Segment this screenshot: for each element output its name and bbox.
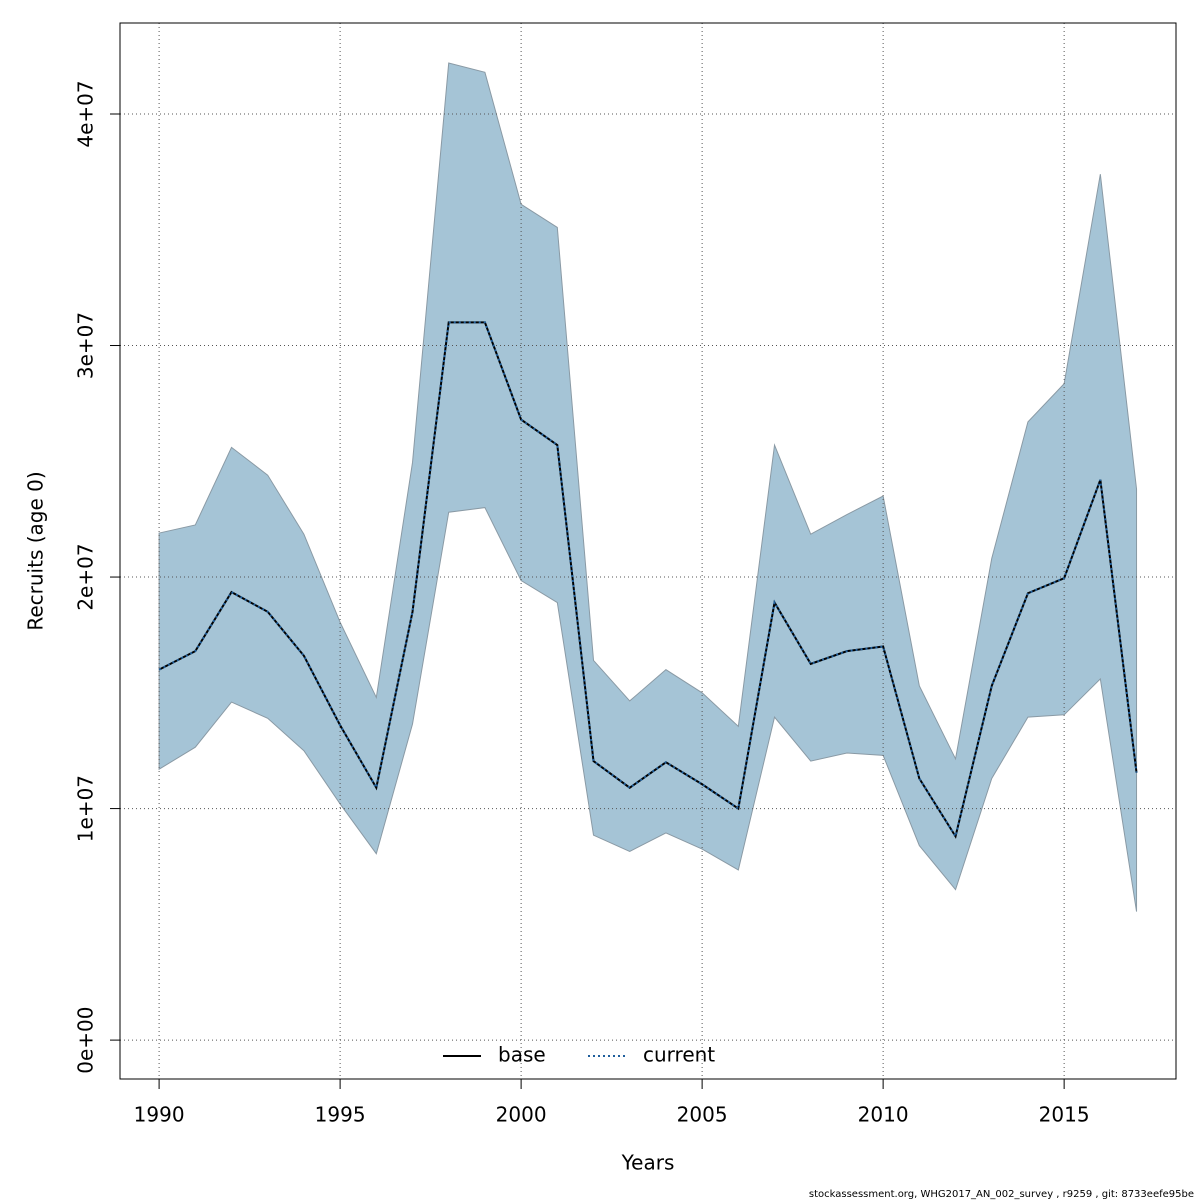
x-tick-label: 1990 xyxy=(134,1103,185,1127)
confidence-band xyxy=(158,62,1138,912)
x-tick-label: 1995 xyxy=(315,1103,366,1127)
legend-label: base xyxy=(498,1043,546,1067)
y-tick-label: 4e+07 xyxy=(74,80,98,147)
x-tick-label: 2015 xyxy=(1039,1103,1090,1127)
x-axis-label: Years xyxy=(621,1151,675,1175)
y-tick-label: 2e+07 xyxy=(74,543,98,610)
x-tick-label: 2000 xyxy=(496,1103,547,1127)
x-tick-label: 2010 xyxy=(858,1103,909,1127)
x-tick-label: 2005 xyxy=(677,1103,728,1127)
y-tick-label: 0e+00 xyxy=(74,1006,98,1073)
y-tick-label: 1e+07 xyxy=(74,775,98,842)
y-axis-label: Recruits (age 0) xyxy=(24,471,48,630)
footer: stockassessment.org, WHG2017_AN_002_surv… xyxy=(809,1189,1194,1200)
plot-frame xyxy=(119,22,1177,1080)
series-line xyxy=(158,321,1138,839)
legend-label: current xyxy=(643,1043,715,1067)
y-tick-label: 3e+07 xyxy=(74,312,98,379)
